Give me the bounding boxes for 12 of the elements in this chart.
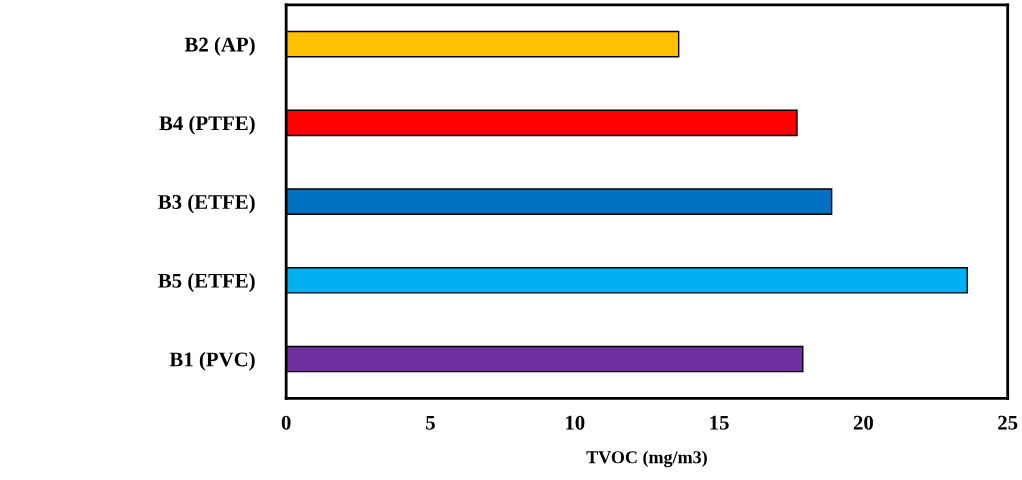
y-tick-label: B2 (AP) [184, 36, 255, 56]
x-tick-label: 25 [998, 415, 1018, 430]
y-tick-label: B3 (ETFE) [158, 194, 255, 214]
x-tick-label: 0 [281, 415, 291, 430]
y-tick-label: B1 (PVC) [169, 351, 255, 371]
x-axis-title: TVOC (mg/m3) [586, 450, 707, 468]
x-tick-label: 20 [853, 415, 874, 430]
x-tick-label: 15 [710, 415, 729, 430]
y-tick-label: B5 (ETFE) [158, 273, 255, 292]
x-tick-label: 10 [566, 415, 585, 430]
y-tick-label: B4 (PTFE) [159, 115, 255, 135]
x-tick-label: 5 [426, 415, 435, 430]
